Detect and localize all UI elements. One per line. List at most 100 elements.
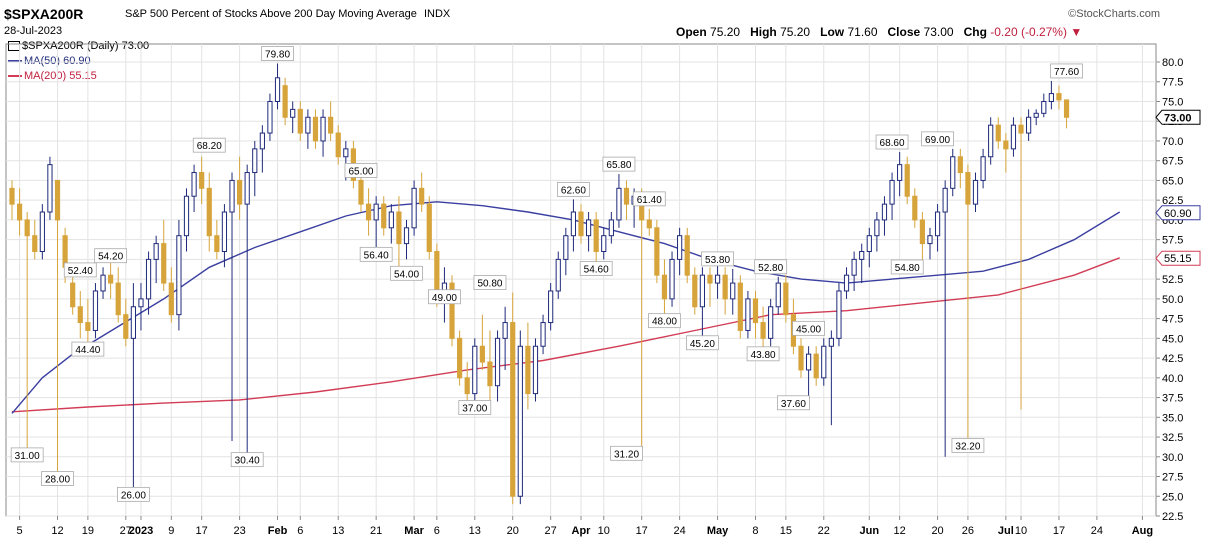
brand-logo[interactable]: ©StockCharts.com (1068, 8, 1160, 20)
price-annotation: 69.00 (921, 131, 954, 147)
annotation-box (390, 265, 423, 281)
candle-body (47, 164, 53, 213)
x-tick-label: 15 (780, 525, 792, 537)
annotation-label: 45.20 (690, 339, 715, 350)
candle-body (912, 195, 918, 221)
y-tick-label: 22.5 (1162, 511, 1183, 523)
price-annotation: 50.80 (473, 275, 507, 290)
candle-body (1048, 93, 1054, 102)
price-annotation: 68.60 (875, 134, 909, 150)
ma200-legend-icon (8, 75, 22, 78)
candle-body (972, 179, 979, 205)
candle-body (1056, 93, 1062, 101)
price-annotation: 43.80 (746, 346, 780, 362)
y-axis: 22.5 25.0 27.5 30.0 32.5 35.0 37.5 40.0 42.5 45.0… (1156, 57, 1183, 523)
candle-body (821, 345, 827, 379)
candle-body (980, 156, 986, 181)
annotation-box (602, 156, 636, 172)
annotation-label: 31.20 (614, 449, 639, 460)
candle-body (85, 322, 91, 331)
candle-body (570, 211, 577, 237)
annotation-box (777, 395, 810, 411)
candle-body (1010, 124, 1017, 150)
candle-body (585, 219, 592, 237)
close-label: Close (887, 25, 921, 39)
candle-body (904, 164, 910, 197)
candle-body (1063, 99, 1070, 118)
price-annotation: 53.80 (701, 251, 734, 267)
open-label: Open (676, 25, 707, 39)
y-tick-label: 65.0 (1162, 175, 1183, 187)
price-annotation: 52.40 (63, 262, 97, 278)
candle-body (957, 156, 963, 174)
annotation-label: 43.80 (751, 350, 776, 361)
annotation-label: 37.00 (462, 404, 487, 415)
x-tick-label: 17 (1053, 525, 1065, 537)
x-tick-label: 23 (233, 525, 245, 537)
candle-body (737, 282, 743, 331)
candle-body (752, 298, 759, 324)
candle-body (70, 282, 76, 308)
annotation-box (428, 289, 461, 305)
x-tick-label: 17 (636, 525, 648, 537)
y-tick-label: 30.0 (1162, 452, 1183, 464)
y-tick-label: 37.5 (1162, 393, 1183, 405)
annotation-label: 53.80 (705, 255, 730, 266)
x-tick-label: 20 (931, 525, 943, 537)
x-tick-label: 26 (962, 525, 974, 537)
price-annotation: 65.80 (602, 156, 636, 172)
candle-body (783, 282, 789, 316)
annotation-box (875, 134, 909, 150)
y-tick-label: 62.5 (1162, 195, 1183, 207)
annotation-label: 69.00 (925, 135, 950, 146)
x-tick-label: 12 (51, 525, 63, 537)
x-tick-label: 22 (818, 525, 830, 537)
candle-body (988, 124, 994, 158)
candle-body (813, 353, 819, 379)
candle-body (244, 172, 250, 205)
candle-body (221, 211, 228, 252)
annotation-label: 77.60 (1054, 67, 1079, 78)
candle-body (9, 187, 15, 205)
annotation-box (632, 191, 666, 207)
subtitle-text: S&P 500 Percent of Stocks Above 200 Day … (125, 8, 417, 20)
chg-label: Chg (963, 25, 987, 39)
price-annotation: 45.00 (792, 320, 825, 336)
y-tick-label: 50.0 (1162, 294, 1183, 306)
x-tick-label: 24 (674, 525, 686, 537)
candle-body (517, 345, 523, 497)
candle-body (229, 179, 235, 213)
price-annotation: 79.80 (261, 46, 294, 61)
candle-body (950, 156, 956, 189)
candle-body (457, 337, 463, 379)
close-value: 73.00 (923, 25, 954, 39)
annotation-box (71, 341, 105, 357)
candle-body (578, 211, 584, 237)
x-tick-label: Jun (860, 525, 880, 537)
x-tick-label: 12 (894, 525, 906, 537)
candle-body (449, 282, 455, 339)
annotation-box (473, 275, 507, 290)
candle-body (881, 203, 888, 221)
candle-body (312, 116, 319, 142)
candle-body (39, 211, 45, 252)
price-annotation: 52.80 (754, 259, 788, 275)
annotation-box (746, 346, 780, 362)
x-tick-label: 10 (598, 525, 610, 537)
annotation-label: 54.60 (584, 265, 609, 276)
candle-body (828, 337, 834, 347)
ma200-tag-box (1155, 250, 1201, 266)
candle-body (168, 282, 174, 316)
candle-body (806, 353, 812, 371)
candle-body (1018, 124, 1024, 134)
price-annotation: 32.20 (951, 438, 985, 453)
y-tick-label: 45.0 (1162, 333, 1183, 345)
candle-body (297, 108, 303, 134)
annotation-box (792, 320, 825, 336)
x-tick-label: 2023 (129, 525, 153, 537)
chg-value: -0.20 (-0.27%) (990, 25, 1067, 39)
candle-body (1041, 100, 1047, 114)
annotation-box (261, 46, 294, 61)
low-label: Low (820, 25, 845, 39)
